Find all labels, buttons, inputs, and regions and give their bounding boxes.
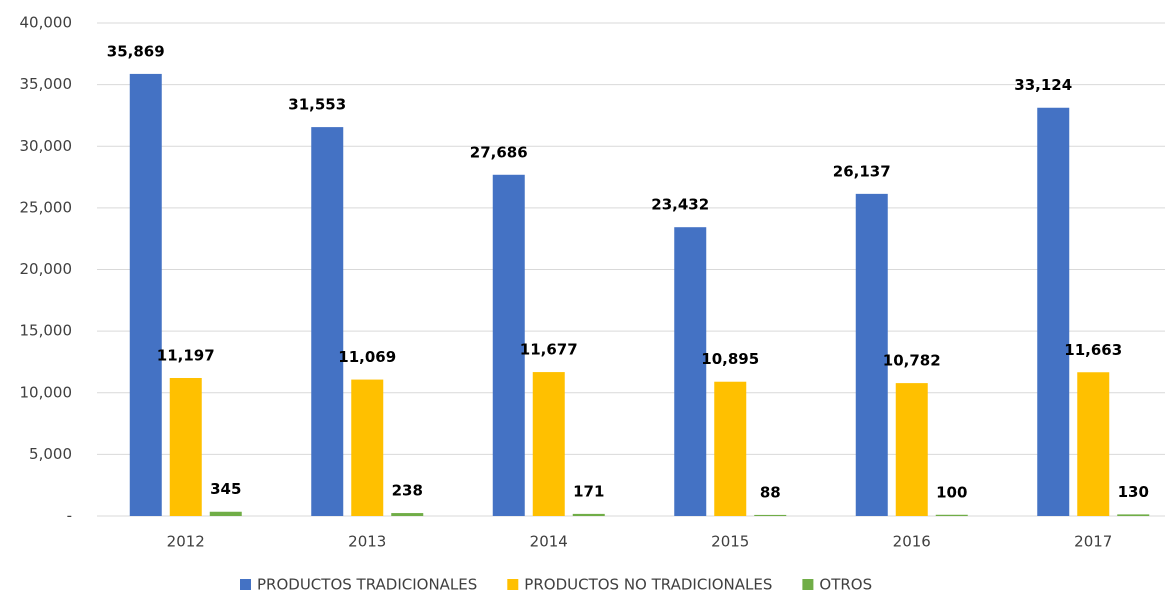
x-tick-label: 2013	[348, 533, 386, 551]
data-label: 11,677	[520, 341, 578, 359]
data-label: 26,137	[833, 162, 891, 180]
data-label: 130	[1118, 483, 1149, 501]
legend-swatch	[507, 579, 519, 590]
y-tick-label: 5,000	[29, 445, 72, 463]
bar	[935, 514, 968, 516]
bar	[351, 379, 384, 516]
data-label: 10,895	[701, 350, 759, 368]
x-tick-label: 2014	[530, 533, 568, 551]
x-tick-label: 2016	[893, 533, 931, 551]
bar	[674, 227, 707, 516]
legend-label: OTROS	[819, 576, 872, 593]
bar	[169, 377, 202, 516]
y-tick-label: 40,000	[20, 14, 73, 32]
bar	[1117, 514, 1150, 516]
data-label: 27,686	[470, 143, 528, 161]
x-tick-label: 2012	[167, 533, 205, 551]
bar	[754, 514, 787, 516]
data-label: 88	[760, 483, 781, 501]
data-label: 11,197	[157, 346, 215, 364]
bar	[855, 193, 888, 516]
data-label: 11,069	[338, 348, 396, 366]
bar	[572, 513, 605, 516]
bar	[492, 174, 525, 516]
bar	[1037, 107, 1070, 516]
y-tick-label: 10,000	[20, 383, 73, 401]
y-tick-label: 20,000	[20, 260, 73, 278]
bar	[311, 127, 344, 516]
legend-swatch	[802, 579, 814, 590]
data-label: 11,663	[1064, 341, 1122, 359]
data-label: 35,869	[107, 42, 165, 60]
bar	[895, 383, 928, 516]
legend-label: PRODUCTOS NO TRADICIONALES	[524, 576, 772, 593]
data-label: 100	[936, 483, 967, 501]
y-tick-label: 30,000	[20, 137, 73, 155]
x-tick-label: 2015	[711, 533, 749, 551]
data-label: 31,553	[288, 96, 346, 114]
bar	[391, 513, 424, 516]
y-tick-label: 35,000	[20, 75, 73, 93]
data-label: 171	[573, 482, 604, 500]
y-tick-label: -	[67, 507, 72, 525]
data-label: 33,124	[1014, 76, 1072, 94]
bar	[209, 511, 242, 516]
data-label: 23,432	[651, 196, 709, 214]
bar	[1077, 372, 1110, 516]
y-tick-label: 25,000	[20, 198, 73, 216]
data-label: 238	[392, 482, 423, 500]
bar	[532, 372, 565, 516]
bar	[129, 73, 162, 516]
y-tick-label: 15,000	[20, 322, 73, 340]
legend-label: PRODUCTOS TRADICIONALES	[257, 576, 477, 593]
bar	[714, 381, 747, 516]
x-tick-label: 2017	[1074, 533, 1112, 551]
data-label: 10,782	[883, 352, 941, 370]
legend-swatch	[240, 579, 251, 590]
data-label: 345	[210, 480, 241, 498]
